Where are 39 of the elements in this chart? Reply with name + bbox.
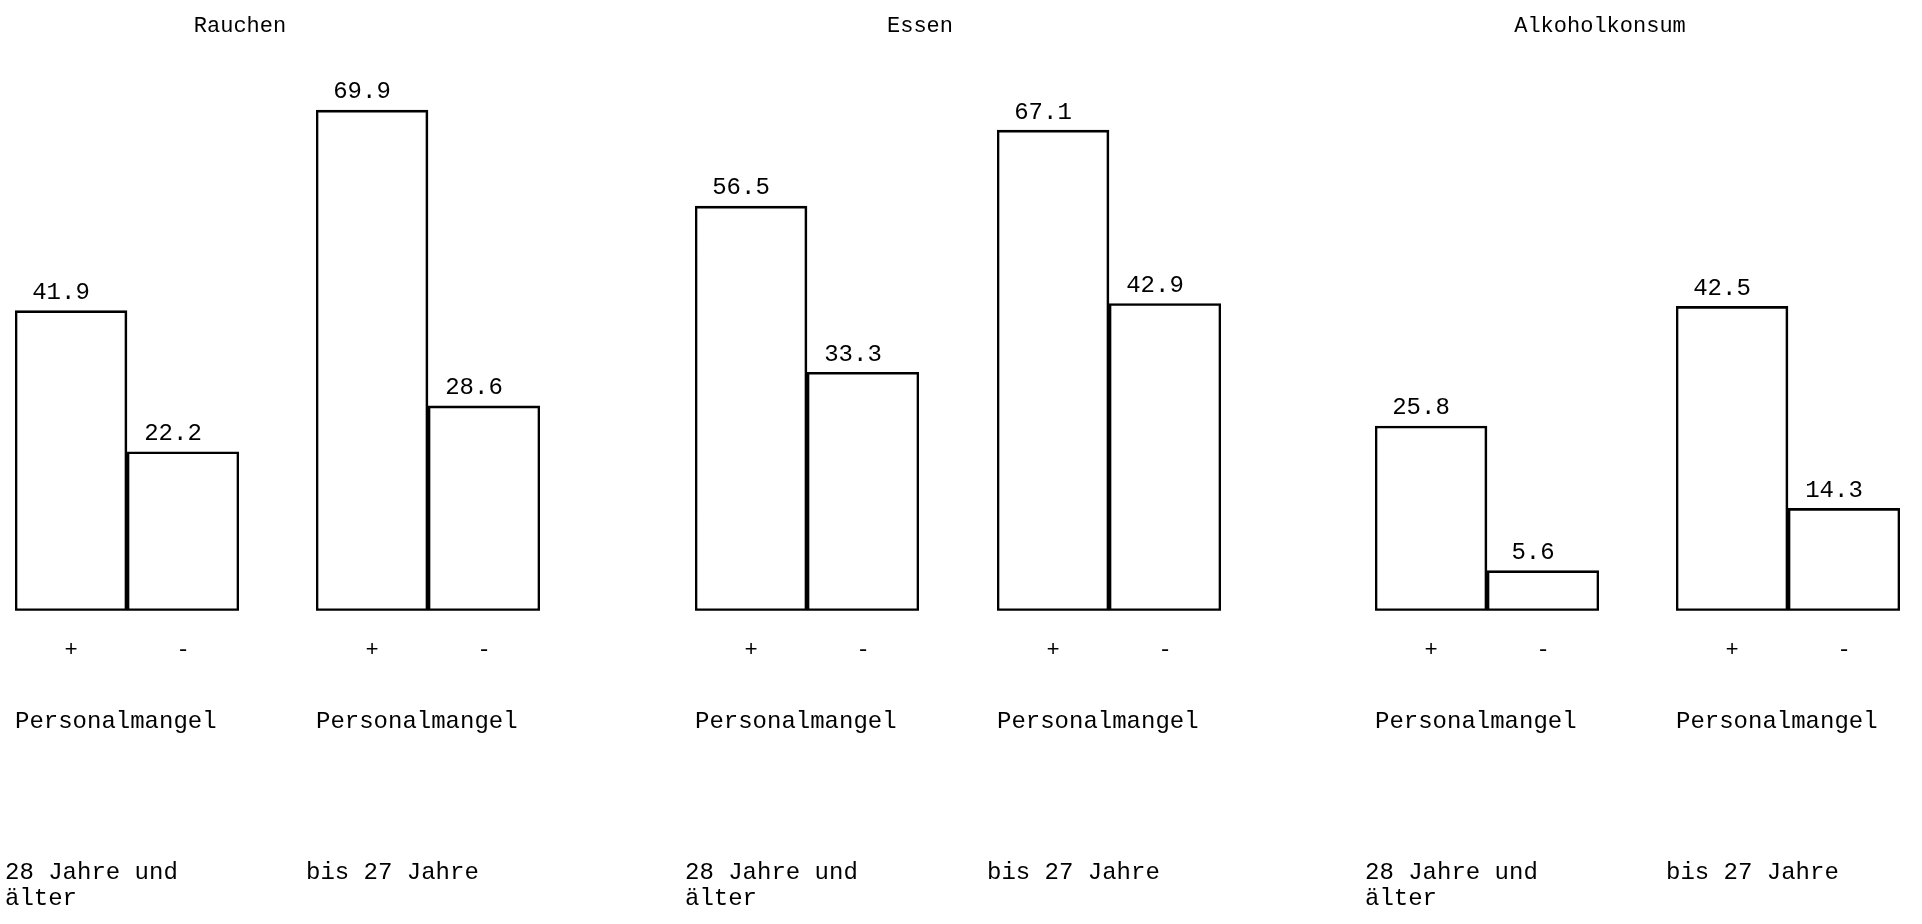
chart-title: Alkoholkonsum xyxy=(1514,14,1686,39)
text: 28 Jahre und älter xyxy=(685,859,859,912)
chart-title: Rauchen xyxy=(193,14,287,39)
x-axis-title: Personalmangel xyxy=(1676,707,1878,735)
x-axis-title: Personalmangel xyxy=(1375,707,1577,735)
x-tick-label: - xyxy=(1536,637,1550,663)
x-tick-label: + xyxy=(1725,637,1739,663)
x-tick-label: - xyxy=(477,637,491,663)
data-label: 67.1 xyxy=(1014,98,1072,126)
x-tick-label: - xyxy=(856,637,870,663)
data-label: 28.6 xyxy=(445,374,503,402)
x-axis-title: Personalmangel xyxy=(997,707,1199,735)
data-label: 33.3 xyxy=(824,340,882,368)
text: bis 27 Jahre xyxy=(987,859,1161,886)
x-tick-label: - xyxy=(1837,637,1851,663)
x-tick-label: + xyxy=(64,637,78,663)
x-tick-label: - xyxy=(176,637,190,663)
x-tick-label: - xyxy=(1158,637,1172,663)
x-tick-label: + xyxy=(744,637,758,663)
x-tick-label: + xyxy=(1046,637,1060,663)
data-label: 42.9 xyxy=(1126,271,1184,299)
data-label: 22.2 xyxy=(144,420,202,448)
x-axis-title: Personalmangel xyxy=(316,707,518,735)
data-label: 5.6 xyxy=(1511,539,1555,567)
chart-title: Essen xyxy=(886,14,954,39)
text: 28 Jahre und älter xyxy=(1365,859,1539,912)
data-label: 69.9 xyxy=(333,78,391,106)
text: bis 27 Jahre xyxy=(306,859,480,886)
x-tick-label: + xyxy=(365,637,379,663)
text: bis 27 Jahre xyxy=(1666,859,1840,886)
x-axis-title: Personalmangel xyxy=(15,707,217,735)
x-axis-title: Personalmangel xyxy=(695,707,897,735)
data-label: 42.5 xyxy=(1693,274,1751,302)
data-label: 14.3 xyxy=(1805,476,1863,504)
data-label: 56.5 xyxy=(712,174,770,202)
text: 28 Jahre und älter xyxy=(5,859,179,912)
data-label: 41.9 xyxy=(32,279,90,307)
data-label: 25.8 xyxy=(1392,394,1450,422)
x-tick-label: + xyxy=(1424,637,1438,663)
